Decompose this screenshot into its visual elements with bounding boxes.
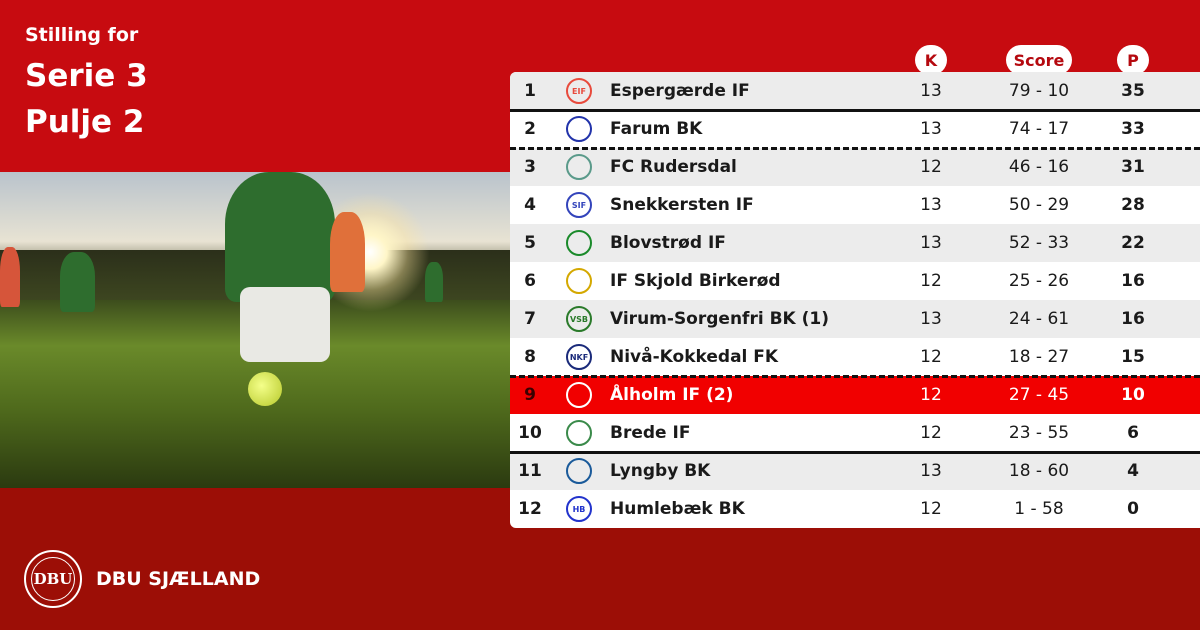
table-row: 12 HB Humlebæk BK 12 1 - 58 0: [510, 490, 1200, 528]
goal-score: 24 - 61: [1008, 309, 1070, 329]
team-logo-icon: [566, 116, 592, 142]
position: 8: [524, 347, 536, 367]
table-row: 11 Lyngby BK 13 18 - 60 4: [510, 452, 1200, 490]
standings-table: 1 EIF Espergærde IF 13 79 - 10 35 2 Farum…: [510, 72, 1200, 528]
column-header-k: K: [915, 45, 947, 75]
position: 1: [524, 81, 536, 101]
position: 4: [524, 195, 536, 215]
position: 11: [518, 461, 542, 481]
goal-score: 1 - 58: [1014, 499, 1064, 519]
points: 10: [1121, 385, 1145, 405]
matches-played: 13: [920, 461, 942, 481]
title-series: Serie 3: [25, 58, 148, 94]
table-row: 9 Ålholm IF (2) 12 27 - 45 10: [510, 376, 1200, 414]
matches-played: 13: [920, 233, 942, 253]
table-row: 2 Farum BK 13 74 - 17 33: [510, 110, 1200, 148]
divider: [510, 109, 1200, 112]
position: 7: [524, 309, 536, 329]
goal-score: 52 - 33: [1008, 233, 1070, 253]
goal-score: 74 - 17: [1008, 119, 1070, 139]
matches-played: 13: [920, 309, 942, 329]
goal-score: 27 - 45: [1008, 385, 1070, 405]
table-row: 5 Blovstrød IF 13 52 - 33 22: [510, 224, 1200, 262]
position: 3: [524, 157, 536, 177]
team-name: Brede IF: [610, 423, 691, 443]
points: 16: [1121, 309, 1145, 329]
team-logo-icon: VSB: [566, 306, 592, 332]
column-header-p: P: [1117, 45, 1149, 75]
brand-name: DBU SJÆLLAND: [96, 568, 261, 590]
table-row: 6 IF Skjold Birkerød 12 25 - 26 16: [510, 262, 1200, 300]
team-logo-icon: [566, 420, 592, 446]
team-name: Farum BK: [610, 119, 703, 139]
team-logo-icon: SIF: [566, 192, 592, 218]
points: 28: [1121, 195, 1145, 215]
team-name: Humlebæk BK: [610, 499, 745, 519]
matches-played: 12: [920, 385, 942, 405]
table-row: 1 EIF Espergærde IF 13 79 - 10 35: [510, 72, 1200, 110]
dbu-logo: DBU: [24, 550, 82, 608]
team-name: Blovstrød IF: [610, 233, 726, 253]
team-name: Espergærde IF: [610, 81, 750, 101]
matches-played: 12: [920, 423, 942, 443]
team-logo-icon: [566, 154, 592, 180]
matches-played: 12: [920, 499, 942, 519]
matches-played: 12: [920, 347, 942, 367]
goal-score: 18 - 60: [1008, 461, 1070, 481]
team-name: Lyngby BK: [610, 461, 711, 481]
team-logo-icon: [566, 458, 592, 484]
team-name: Snekkersten IF: [610, 195, 754, 215]
goal-score: 50 - 29: [1008, 195, 1070, 215]
team-logo-icon: [566, 230, 592, 256]
position: 12: [518, 499, 542, 519]
title-pool: Pulje 2: [25, 104, 145, 140]
matches-played: 13: [920, 195, 942, 215]
points: 4: [1127, 461, 1139, 481]
points: 22: [1121, 233, 1145, 253]
table-row: 10 Brede IF 12 23 - 55 6: [510, 414, 1200, 452]
divider: [510, 451, 1200, 454]
points: 35: [1121, 81, 1145, 101]
points: 6: [1127, 423, 1139, 443]
points: 0: [1127, 499, 1139, 519]
points: 31: [1121, 157, 1145, 177]
football-photo: [0, 172, 510, 488]
table-row: 4 SIF Snekkersten IF 13 50 - 29 28: [510, 186, 1200, 224]
team-name: IF Skjold Birkerød: [610, 271, 781, 291]
title-line-1: Stilling for: [25, 24, 139, 46]
team-logo-icon: EIF: [566, 78, 592, 104]
team-logo-icon: HB: [566, 496, 592, 522]
team-name: Virum-Sorgenfri BK (1): [610, 309, 829, 329]
team-name: Ålholm IF (2): [610, 385, 734, 405]
team-logo-icon: [566, 268, 592, 294]
position: 2: [524, 119, 536, 139]
matches-played: 12: [920, 271, 942, 291]
goal-score: 79 - 10: [1008, 81, 1070, 101]
matches-played: 13: [920, 81, 942, 101]
team-logo-icon: NKF: [566, 344, 592, 370]
divider: [510, 147, 1200, 150]
points: 15: [1121, 347, 1145, 367]
goal-score: 25 - 26: [1008, 271, 1070, 291]
position: 5: [524, 233, 536, 253]
position: 6: [524, 271, 536, 291]
goal-score: 23 - 55: [1008, 423, 1070, 443]
team-logo-icon: [566, 382, 592, 408]
goal-score: 18 - 27: [1008, 347, 1070, 367]
team-name: Nivå-Kokkedal FK: [610, 347, 779, 367]
position: 9: [524, 385, 536, 405]
column-header-score: Score: [1006, 45, 1072, 75]
matches-played: 13: [920, 119, 942, 139]
goal-score: 46 - 16: [1008, 157, 1070, 177]
team-name: FC Rudersdal: [610, 157, 737, 177]
points: 33: [1121, 119, 1145, 139]
matches-played: 12: [920, 157, 942, 177]
points: 16: [1121, 271, 1145, 291]
table-row: 8 NKF Nivå-Kokkedal FK 12 18 - 27 15: [510, 338, 1200, 376]
position: 10: [518, 423, 542, 443]
divider: [510, 375, 1200, 378]
table-row: 7 VSB Virum-Sorgenfri BK (1) 13 24 - 61 …: [510, 300, 1200, 338]
table-row: 3 FC Rudersdal 12 46 - 16 31: [510, 148, 1200, 186]
